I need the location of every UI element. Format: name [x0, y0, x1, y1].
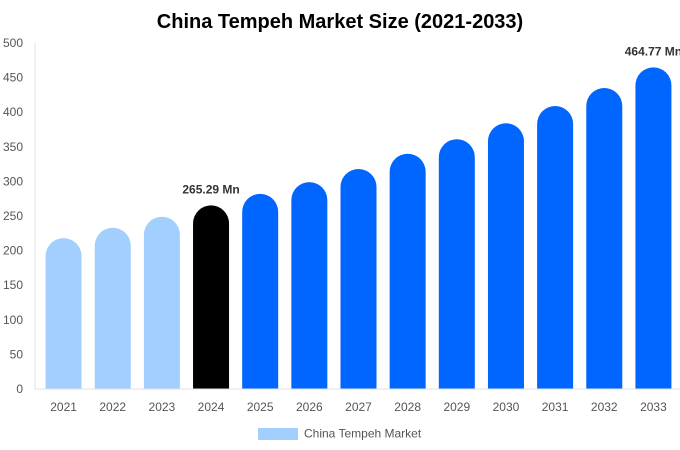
x-tick-label: 2023 — [149, 400, 176, 414]
data-label: 464.77 Mn — [625, 44, 680, 58]
bar-2026[interactable] — [291, 182, 328, 389]
x-axis: 2021 2022 2023 2024 2025 2026 2027 2028 2029 2030… — [35, 388, 680, 414]
bar-2022[interactable] — [94, 227, 131, 389]
x-tick-label: 2028 — [394, 400, 421, 414]
x-tick-label: 2027 — [345, 400, 372, 414]
bar-2023[interactable] — [143, 216, 180, 389]
legend[interactable]: China Tempeh Market — [258, 427, 422, 441]
bar-2033[interactable] — [635, 67, 672, 390]
data-labels: 265.29 Mn 464.77 Mn — [182, 44, 680, 196]
bars — [45, 67, 672, 390]
y-tick-label: 150 — [3, 278, 23, 292]
x-tick-label: 2026 — [296, 400, 323, 414]
bar-2030[interactable] — [487, 123, 524, 389]
y-tick-label: 350 — [3, 140, 23, 154]
x-tick-label: 2029 — [443, 400, 470, 414]
y-tick-label: 500 — [3, 36, 23, 50]
y-tick-label: 400 — [3, 105, 23, 119]
x-tick-label: 2025 — [247, 400, 274, 414]
y-tick-label: 0 — [16, 382, 23, 396]
y-tick-label: 50 — [10, 347, 24, 361]
data-label: 265.29 Mn — [182, 182, 239, 196]
x-tick-label: 2024 — [198, 400, 225, 414]
bar-2031[interactable] — [537, 105, 574, 390]
y-tick-label: 450 — [3, 71, 23, 85]
x-tick-label: 2031 — [542, 400, 569, 414]
legend-label: China Tempeh Market — [304, 427, 422, 441]
y-tick-label: 300 — [3, 174, 23, 188]
x-tick-label: 2030 — [493, 400, 520, 414]
bar-2024[interactable] — [193, 205, 230, 389]
y-tick-label: 100 — [3, 313, 23, 327]
x-tick-label: 2021 — [50, 400, 77, 414]
bar-2025[interactable] — [242, 193, 279, 389]
y-tick-label: 200 — [3, 244, 23, 258]
legend-swatch — [258, 428, 298, 440]
y-tick-label: 250 — [3, 209, 23, 223]
bar-2028[interactable] — [389, 153, 426, 389]
x-tick-label: 2033 — [640, 400, 667, 414]
bar-2027[interactable] — [340, 168, 377, 389]
bar-2029[interactable] — [438, 139, 475, 389]
bar-2021[interactable] — [45, 238, 82, 389]
x-tick-label: 2032 — [591, 400, 618, 414]
y-axis: 0 50 100 150 200 250 300 350 400 450 500 — [3, 36, 36, 396]
x-tick-label: 2022 — [99, 400, 126, 414]
bar-2032[interactable] — [586, 87, 623, 389]
chart-title: China Tempeh Market Size (2021-2033) — [157, 11, 523, 33]
